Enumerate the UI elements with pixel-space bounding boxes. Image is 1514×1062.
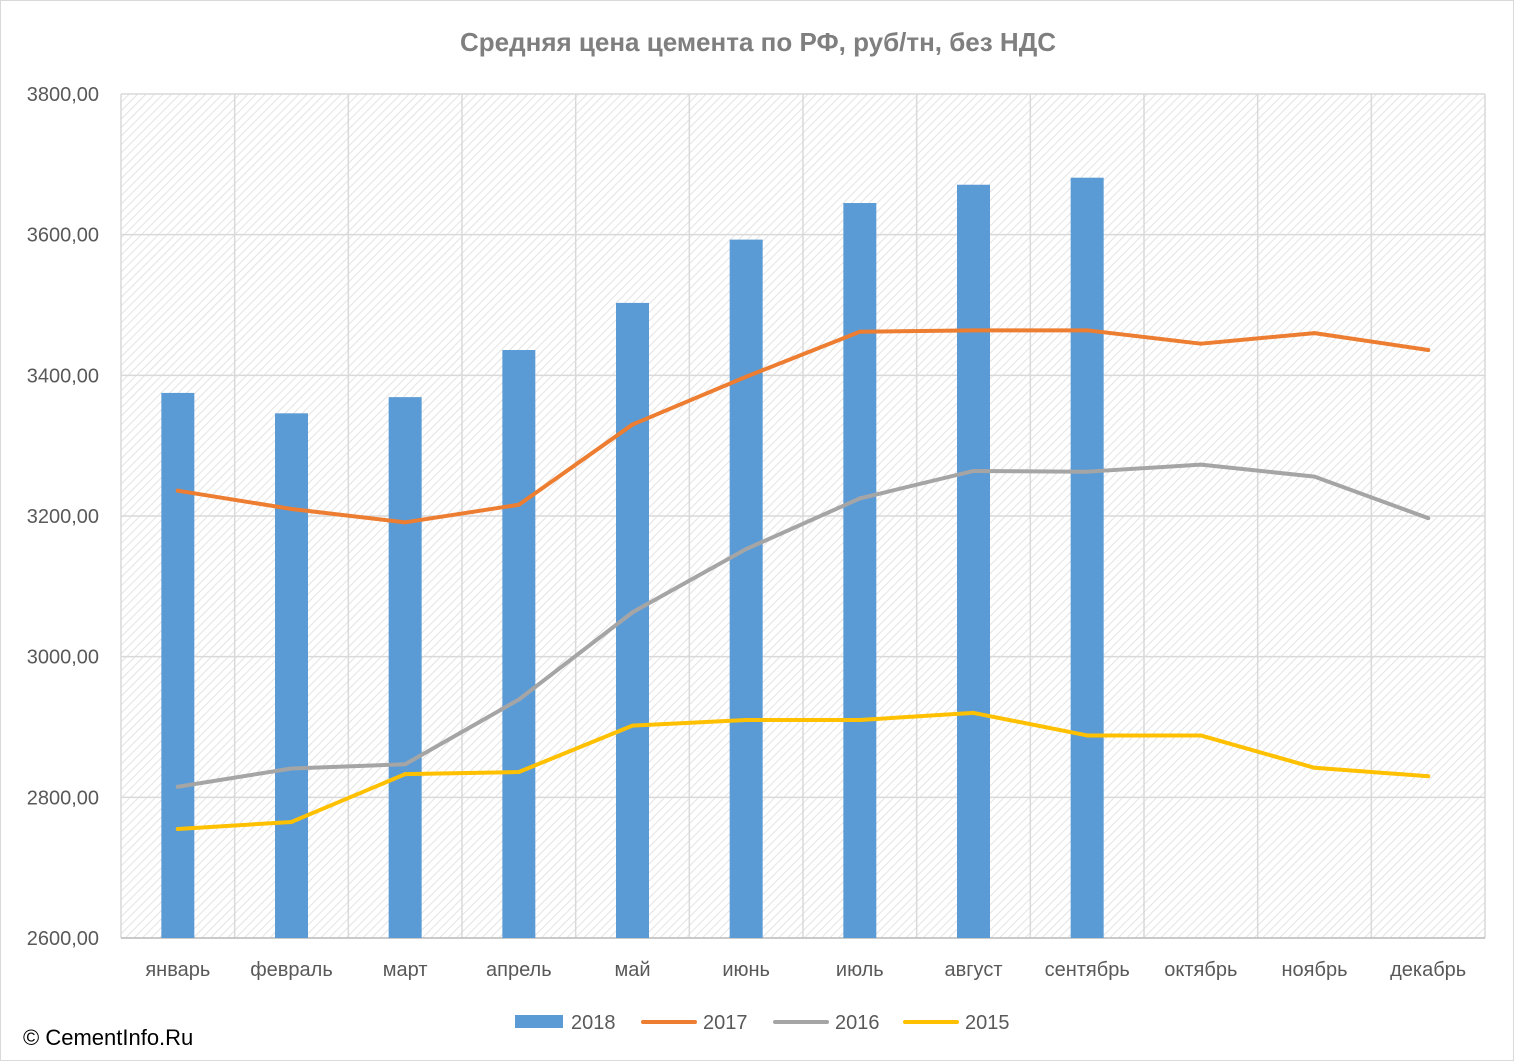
legend-label-2018: 2018 [571,1012,616,1034]
x-tick-label: июль [836,959,884,981]
y-tick-label: 3200,00 [27,506,99,528]
line-point-2015-ноябрь [1312,765,1317,770]
x-tick-label: декабрь [1390,959,1466,981]
y-axis-ticks: 2600,00 2800,00 3000,00 3200,00 3400,00 3600,… [27,84,99,950]
chart-title: Средняя цена цемента по РФ, руб/тн, без … [460,27,1056,57]
y-tick-label: 3800,00 [27,84,99,106]
line-series-2016 [175,462,1431,789]
x-tick-label: февраль [250,959,333,981]
x-tick-label: май [614,959,650,981]
line-point-2015-апрель [516,770,521,775]
line-point-2015-январь [175,826,180,831]
line-point-2015-июль [857,717,862,722]
line-point-2015-сентябрь [1085,733,1090,738]
line-point-2017-май [630,422,635,427]
x-tick-label: июнь [722,959,770,981]
line-point-2015-декабрь [1426,774,1431,779]
y-tick-label: 2800,00 [27,787,99,809]
x-tick-label: январь [145,959,210,981]
line-point-2015-август [971,710,976,715]
line-point-2017-ноябрь [1312,331,1317,336]
line-point-2016-октябрь [1198,462,1203,467]
legend-label-2015: 2015 [965,1012,1010,1034]
y-tick-label: 3400,00 [27,365,99,387]
line-series-group [175,328,1431,831]
x-tick-label: сентябрь [1045,959,1130,981]
line-point-2017-октябрь [1198,341,1203,346]
line-series-2017 [175,328,1431,525]
bar-2018-март [388,397,422,938]
line-point-2016-март [403,762,408,767]
legend-label-2016: 2016 [835,1012,880,1034]
x-tick-label: август [945,959,1003,981]
line-point-2015-март [403,772,408,777]
line-series-2015 [175,710,1431,831]
line-point-2016-август [971,468,976,473]
line-point-2017-июнь [744,374,749,379]
line-point-2016-декабрь [1426,516,1431,521]
y-tick-label: 2600,00 [27,928,99,950]
line-point-2015-октябрь [1198,733,1203,738]
bar-2018-февраль [275,413,308,938]
copyright-text: © CementInfo.Ru [23,1025,194,1050]
line-point-2016-январь [175,784,180,789]
bar-2018-июнь [729,239,763,939]
bar-2018-сентябрь [1070,177,1104,939]
bar-series-group [161,177,1104,939]
legend-label-2017: 2017 [703,1012,748,1034]
line-point-2016-июль [857,496,862,501]
line-point-2017-январь [175,488,180,493]
line-point-2016-февраль [289,766,294,771]
bar-2018-январь [161,392,195,939]
line-point-2016-ноябрь [1312,474,1317,479]
line-point-2016-сентябрь [1085,469,1090,474]
line-point-2017-июль [857,329,862,334]
line-point-2016-июнь [744,547,749,552]
line-point-2017-февраль [289,506,294,511]
line-point-2017-декабрь [1426,348,1431,353]
x-tick-label: ноябрь [1282,959,1348,981]
line-point-2016-апрель [516,697,521,702]
x-tick-label: апрель [486,959,552,981]
line-point-2015-май [630,723,635,728]
x-tick-label: октябрь [1164,959,1237,981]
line-point-2015-февраль [289,819,294,824]
line-point-2017-август [971,328,976,333]
y-tick-label: 3600,00 [27,225,99,247]
bar-2018-август [957,184,990,939]
line-point-2016-май [630,610,635,615]
line-point-2017-март [403,520,408,525]
x-axis-ticks: январь февраль март апрель май июнь июль август… [145,959,1466,981]
y-tick-label: 3000,00 [27,647,99,669]
legend-swatch-2018 [515,1015,563,1028]
line-point-2017-сентябрь [1085,328,1090,333]
x-tick-label: март [383,959,428,981]
line-point-2015-июнь [744,717,749,722]
bar-2018-апрель [502,350,536,939]
legend: 2018 2017 2016 2015 [515,1012,1010,1034]
bar-2018-июль [843,203,877,938]
line-point-2017-апрель [516,502,521,507]
